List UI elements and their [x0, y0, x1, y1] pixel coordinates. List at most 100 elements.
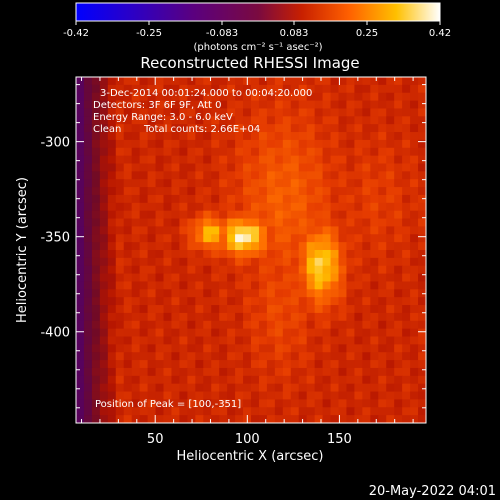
heatmap-cell [282, 320, 292, 330]
heatmap-cell [322, 415, 332, 423]
heatmap-cell [107, 210, 117, 220]
heatmap-cell [298, 407, 308, 416]
heatmap-cell [290, 250, 300, 259]
heatmap-cell [290, 360, 300, 369]
heatmap-cell [306, 234, 316, 243]
heatmap-cell [354, 147, 363, 157]
heatmap-cell [83, 202, 93, 212]
heatmap-cell [418, 171, 426, 180]
heatmap-cell [83, 226, 93, 235]
heatmap-cell [139, 328, 149, 338]
heatmap-cell [282, 210, 292, 220]
x-tick-label: 50 [147, 432, 164, 447]
heatmap-cell [298, 257, 308, 267]
heatmap-cell [76, 399, 85, 408]
heatmap-cell [402, 124, 411, 133]
heatmap-cell [235, 281, 244, 290]
heatmap-cell [195, 84, 204, 94]
heatmap-cell [266, 391, 276, 401]
heatmap-cell [147, 289, 157, 298]
heatmap-cell [179, 124, 188, 133]
heatmap-cell [179, 147, 188, 157]
heatmap-cell [195, 124, 204, 133]
heatmap-cell [322, 202, 332, 212]
heatmap-cell [410, 147, 419, 157]
heatmap-cell [274, 202, 284, 212]
heatmap-cell [266, 399, 276, 408]
heatmap-cell [346, 77, 355, 86]
heatmap-cell [298, 171, 308, 180]
heatmap-cell [155, 155, 165, 165]
heatmap-cell [378, 124, 387, 133]
heatmap-cell [298, 124, 308, 133]
heatmap-cell [211, 92, 220, 102]
heatmap-cell [274, 281, 284, 290]
heatmap-cell [386, 100, 395, 110]
heatmap-cell [139, 399, 149, 408]
heatmap-cell [370, 391, 379, 401]
heatmap-cell [282, 273, 292, 283]
heatmap-cell [354, 84, 363, 94]
heatmap-cell [251, 187, 260, 196]
heatmap-cell [187, 399, 196, 408]
heatmap-cell [290, 320, 300, 330]
heatmap-cell [195, 108, 204, 117]
heatmap-cell [211, 257, 220, 267]
heatmap-cell [322, 375, 332, 385]
heatmap-cell [123, 328, 133, 338]
heatmap-cell [274, 399, 284, 408]
heatmap-cell [243, 336, 252, 345]
heatmap-cell [330, 210, 340, 220]
heatmap-cell [91, 218, 101, 228]
heatmap-cell [203, 194, 212, 204]
heatmap-cell [179, 344, 188, 353]
heatmap-cell [203, 139, 212, 149]
heatmap-cell [362, 391, 371, 401]
heatmap-cell [282, 328, 292, 338]
heatmap-cell [378, 171, 387, 180]
heatmap-cell [171, 218, 180, 228]
heatmap-cell [362, 234, 371, 243]
heatmap-cell [83, 312, 93, 322]
heatmap-cell [394, 77, 403, 86]
heatmap-cell [251, 242, 260, 251]
heatmap-cell [147, 155, 157, 165]
heatmap-cell [187, 226, 196, 235]
heatmap-cell [115, 383, 125, 393]
heatmap-cell [298, 77, 308, 86]
heatmap-cell [91, 375, 101, 385]
heatmap-cell [171, 336, 180, 345]
heatmap-cell [410, 305, 419, 314]
heatmap-cell [362, 399, 371, 408]
heatmap-cell [346, 108, 355, 117]
heatmap-cell [235, 415, 244, 423]
heatmap-cell [314, 257, 324, 267]
heatmap-cell [290, 116, 300, 125]
heatmap-cell [274, 344, 284, 353]
heatmap-cell [362, 171, 371, 180]
heatmap-cell [266, 77, 276, 86]
heatmap-cell [235, 234, 244, 243]
heatmap-cell [107, 336, 117, 345]
heatmap-cell [235, 328, 244, 338]
heatmap-cell [251, 100, 260, 110]
heatmap-cell [258, 375, 268, 385]
heatmap-cell [195, 218, 204, 228]
heatmap-cell [243, 179, 252, 188]
heatmap-cell [147, 328, 157, 338]
heatmap-cell [298, 336, 308, 345]
heatmap-cell [338, 218, 348, 228]
heatmap-cell [107, 391, 117, 401]
heatmap-cell [386, 273, 395, 283]
heatmap-cell [227, 108, 236, 117]
heatmap-cell [386, 179, 395, 188]
heatmap-cell [243, 407, 252, 416]
heatmap-cell [322, 124, 332, 133]
heatmap-cell [91, 124, 101, 133]
heatmap-cell [187, 328, 196, 338]
heatmap-cell [298, 305, 308, 314]
heatmap-cell [402, 226, 411, 235]
heatmap-cell [402, 407, 411, 416]
heatmap-cell [362, 92, 371, 102]
heatmap-cell [91, 415, 101, 423]
